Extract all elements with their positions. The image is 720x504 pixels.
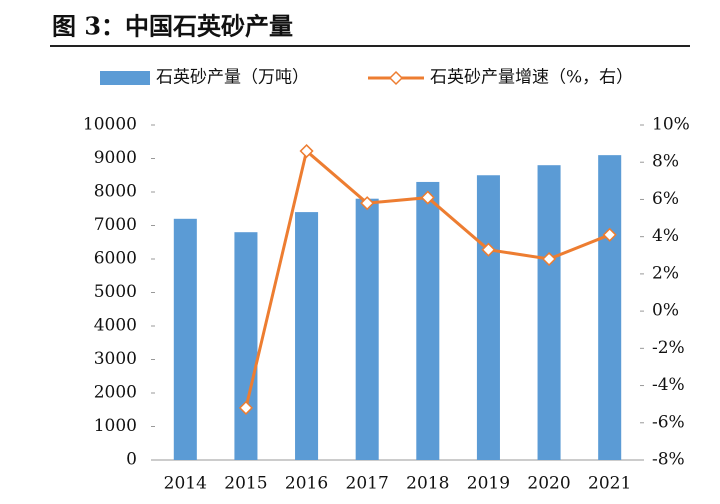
- bar: [355, 198, 379, 460]
- line-marker: [360, 196, 375, 211]
- legend-label: 石英砂产量增速（%，右）: [430, 68, 633, 88]
- line-marker: [542, 251, 557, 267]
- bar: [295, 212, 319, 460]
- y-tick-label: 1000: [94, 416, 137, 436]
- x-tick-label: 2019: [467, 474, 510, 494]
- y2-tick-label: 10%: [652, 115, 690, 135]
- y-tick-label: 7000: [94, 215, 137, 235]
- bar: [598, 155, 622, 460]
- y-tick-label: 4000: [94, 316, 137, 336]
- x-tick-label: 2015: [224, 474, 267, 494]
- y2-tick-label: 8%: [652, 152, 679, 172]
- x-tick-label: 2021: [588, 474, 631, 494]
- y-tick-label: 8000: [94, 182, 137, 202]
- y2-tick-label: 4%: [652, 226, 679, 246]
- bar: [234, 232, 258, 460]
- line-marker: [602, 227, 617, 242]
- bar: [476, 175, 500, 460]
- y2-tick-label: -2%: [652, 338, 685, 358]
- bar: [173, 218, 197, 460]
- x-tick-label: 2017: [346, 474, 389, 494]
- y2-tick-label: -8%: [652, 450, 685, 470]
- y2-tick-label: 6%: [652, 189, 679, 209]
- y-tick-label: 5000: [94, 282, 137, 302]
- y2-tick-label: -6%: [652, 412, 685, 432]
- legend-swatch: [100, 71, 150, 85]
- y2-tick-label: 2%: [652, 263, 679, 283]
- legend-label: 石英砂产量（万吨）: [156, 68, 309, 88]
- y-tick-label: 6000: [94, 249, 137, 269]
- line-marker: [420, 190, 435, 205]
- line-marker: [299, 143, 314, 159]
- line-marker: [481, 242, 496, 257]
- bar: [537, 165, 561, 460]
- line-marker: [238, 400, 253, 415]
- x-tick-label: 2018: [406, 474, 449, 494]
- y-tick-label: 2000: [94, 383, 137, 403]
- x-tick-label: 2014: [164, 474, 207, 494]
- y-tick-label: 0: [126, 450, 137, 470]
- y-tick-label: 9000: [94, 148, 137, 168]
- y-tick-label: 10000: [83, 115, 137, 135]
- x-tick-label: 2020: [527, 474, 570, 494]
- y2-tick-label: -4%: [652, 375, 685, 395]
- x-tick-label: 2016: [285, 474, 328, 494]
- chart-title: 图 3：中国石英砂产量: [52, 12, 293, 41]
- legend-marker: [388, 70, 404, 86]
- y-tick-label: 3000: [94, 349, 137, 369]
- y2-tick-label: 0%: [652, 301, 679, 321]
- bar: [416, 181, 440, 460]
